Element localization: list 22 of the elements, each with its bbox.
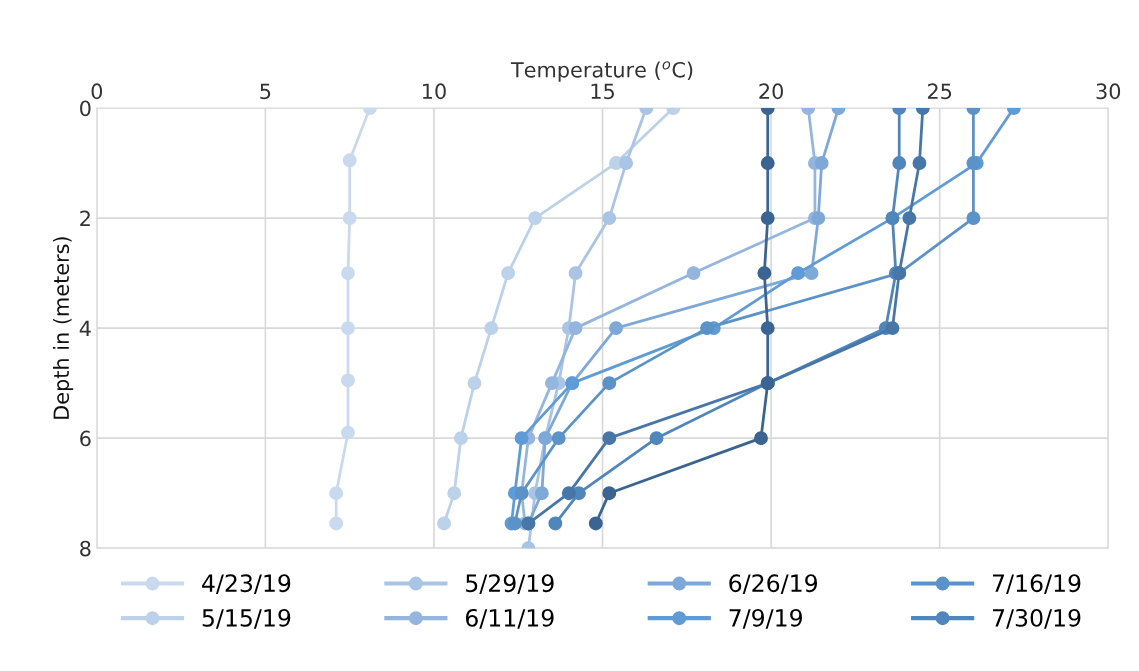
x-tick-label: 25 — [927, 83, 952, 100]
legend-label: 7/9/19 — [729, 608, 803, 629]
x-tick-label: 0 — [91, 83, 103, 100]
y-tick-label: 6 — [80, 430, 91, 447]
x-tick-label: 10 — [422, 83, 446, 100]
legend-label: 7/16/19 — [992, 574, 1081, 594]
legend-label: 4/23/19 — [202, 574, 291, 594]
legend-label: 6/26/19 — [729, 574, 818, 594]
x-tick-label: 20 — [759, 83, 783, 100]
y-tick-label: 4 — [79, 320, 91, 337]
legend-label: 5/29/19 — [466, 574, 554, 594]
x-axis-title: Temperature ($^{o}$C) — [510, 61, 693, 82]
y-axis-title: Depth in (meters) — [52, 237, 74, 419]
x-tick-label: 30 — [1096, 83, 1121, 100]
y-tick-label: 2 — [80, 210, 90, 226]
x-tick-label: 5 — [260, 83, 271, 100]
y-tick-label: 0 — [80, 100, 91, 117]
legend-label: 6/11/19 — [465, 608, 554, 629]
legend-label: 5/15/19 — [202, 608, 291, 629]
y-tick-label: 8 — [80, 540, 91, 557]
x-tick-label: 15 — [591, 83, 614, 100]
legend-label: 7/30/19 — [992, 608, 1081, 629]
